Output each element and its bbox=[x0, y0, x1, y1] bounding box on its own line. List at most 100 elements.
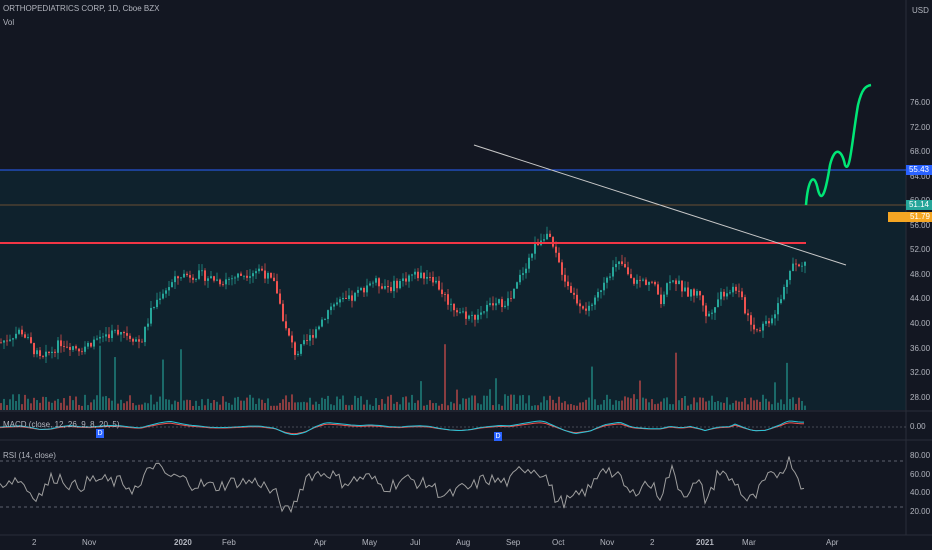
volume-bar bbox=[168, 399, 170, 410]
volume-bar bbox=[738, 401, 740, 410]
volume-bar bbox=[162, 359, 164, 410]
projection-path[interactable] bbox=[804, 83, 872, 206]
volume-bar bbox=[519, 395, 521, 410]
volume-bar bbox=[375, 398, 377, 410]
candle-body bbox=[225, 279, 227, 285]
price-marker-close[interactable]: 51.14 bbox=[906, 200, 932, 210]
volume-bar bbox=[396, 401, 398, 410]
price-marker-alert[interactable]: 51.79 bbox=[888, 212, 932, 222]
volume-bar bbox=[609, 399, 611, 410]
volume-bar bbox=[672, 404, 674, 410]
candle-body bbox=[282, 303, 284, 322]
price-marker-resistance[interactable]: 55.43 bbox=[906, 165, 932, 175]
volume-bar bbox=[129, 395, 131, 410]
volume-bar bbox=[324, 398, 326, 410]
candle-body bbox=[477, 314, 479, 320]
candle-body bbox=[63, 346, 65, 347]
volume-bar bbox=[768, 401, 770, 410]
volume-bar bbox=[228, 402, 230, 410]
volume-bar bbox=[639, 380, 641, 410]
volume-bar bbox=[351, 404, 353, 410]
time-tick: Jul bbox=[410, 538, 421, 547]
descending-trendline[interactable] bbox=[473, 144, 847, 266]
volume-bar bbox=[654, 404, 656, 410]
volume-bar bbox=[165, 399, 167, 410]
volume-label[interactable]: Vol bbox=[3, 18, 15, 27]
volume-bar bbox=[96, 395, 98, 410]
candle-body bbox=[492, 303, 494, 306]
volume-bar bbox=[213, 400, 215, 410]
volume-bar bbox=[528, 395, 530, 410]
volume-bar bbox=[747, 404, 749, 410]
volume-bar bbox=[153, 404, 155, 410]
candle-body bbox=[12, 338, 14, 340]
candle-body bbox=[126, 333, 128, 336]
candle-body bbox=[315, 329, 317, 338]
volume-bar bbox=[792, 397, 794, 410]
time-tick: Apr bbox=[826, 538, 839, 547]
volume-bar bbox=[303, 401, 305, 410]
candle-body bbox=[453, 303, 455, 311]
candle-body bbox=[9, 339, 11, 341]
volume-bar bbox=[537, 405, 539, 410]
candle-body bbox=[372, 282, 374, 284]
candle-body bbox=[567, 281, 569, 287]
volume-bar bbox=[798, 397, 800, 410]
candle-body bbox=[66, 346, 68, 348]
candle-body bbox=[687, 287, 689, 297]
volume-bar bbox=[750, 397, 752, 410]
volume-bar bbox=[774, 382, 776, 410]
candle-body bbox=[564, 274, 566, 282]
volume-bar bbox=[66, 405, 68, 410]
candle-body bbox=[159, 298, 161, 300]
candle-body bbox=[111, 330, 113, 339]
volume-bar bbox=[273, 405, 275, 410]
volume-bar bbox=[636, 399, 638, 410]
volume-bar bbox=[465, 398, 467, 410]
volume-bar bbox=[801, 400, 803, 410]
macd-label[interactable]: MACD (close, 12, 26, 9, 8, 20, 5) bbox=[3, 420, 120, 429]
volume-bar bbox=[648, 402, 650, 410]
volume-bar bbox=[135, 405, 137, 410]
candle-body bbox=[348, 295, 350, 299]
candle-body bbox=[624, 264, 626, 268]
macd-marker-2[interactable]: D bbox=[494, 432, 502, 441]
volume-bar bbox=[72, 400, 74, 410]
candle-body bbox=[339, 299, 341, 303]
volume-bar bbox=[711, 395, 713, 410]
rsi-label[interactable]: RSI (14, close) bbox=[3, 451, 56, 460]
volume-bar bbox=[30, 403, 32, 410]
time-tick: Sep bbox=[506, 538, 521, 547]
candle-body bbox=[192, 277, 194, 280]
volume-bar bbox=[621, 400, 623, 410]
volume-bar bbox=[696, 402, 698, 410]
rsi-tick: 80.00 bbox=[910, 451, 931, 461]
candle-body bbox=[285, 321, 287, 329]
volume-bar bbox=[777, 402, 779, 410]
volume-bar bbox=[102, 396, 104, 410]
price-tick: 48.00 bbox=[910, 269, 931, 279]
volume-bar bbox=[549, 395, 551, 410]
price-tick: 64.00 bbox=[910, 171, 931, 181]
candle-body bbox=[693, 289, 695, 296]
candle-body bbox=[345, 297, 347, 299]
candle-body bbox=[525, 268, 527, 274]
price-tick: 72.00 bbox=[910, 122, 931, 132]
candle-body bbox=[117, 329, 119, 335]
candle-body bbox=[96, 338, 98, 340]
volume-bar bbox=[546, 400, 548, 410]
volume-bar bbox=[381, 399, 383, 410]
candle-body bbox=[252, 273, 254, 277]
volume-bar bbox=[192, 405, 194, 410]
volume-bar bbox=[666, 397, 668, 410]
candle-body bbox=[393, 280, 395, 292]
volume-bar bbox=[363, 404, 365, 410]
candle-body bbox=[474, 314, 476, 320]
volume-bar bbox=[480, 404, 482, 410]
candle-body bbox=[156, 299, 158, 308]
candle-body bbox=[597, 291, 599, 298]
symbol-title[interactable]: ORTHOPEDIATRICS CORP, 1D, Cboe BZX bbox=[3, 4, 160, 13]
macd-marker-1[interactable]: D bbox=[96, 429, 104, 438]
volume-bar bbox=[315, 401, 317, 410]
